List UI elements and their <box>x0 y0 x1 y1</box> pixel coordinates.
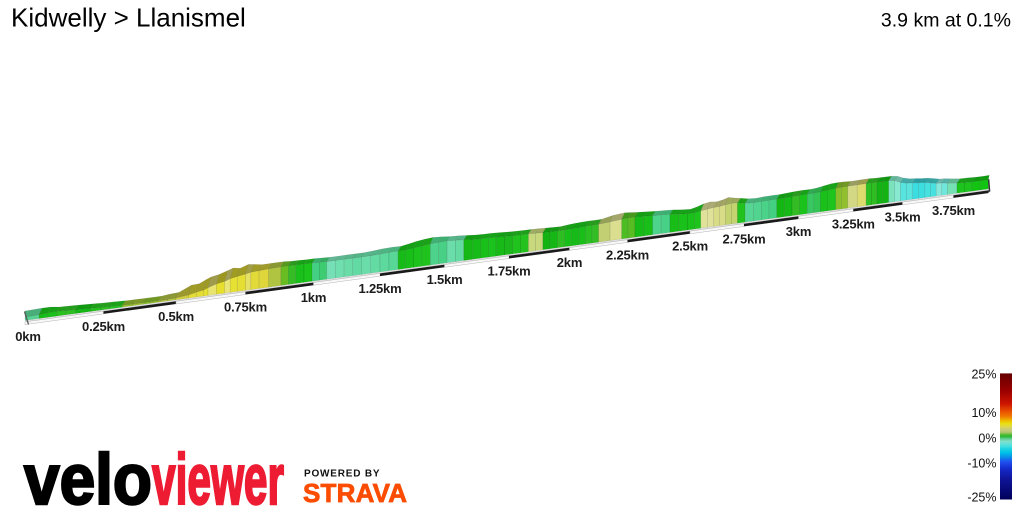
svg-text:3km: 3km <box>786 224 811 239</box>
svg-text:3.5km: 3.5km <box>885 210 921 225</box>
svg-text:3.75km: 3.75km <box>932 203 975 218</box>
svg-text:POWERED BY: POWERED BY <box>304 469 380 480</box>
svg-text:10%: 10% <box>971 406 996 420</box>
svg-text:STRAVA: STRAVA <box>303 478 407 508</box>
svg-text:2.75km: 2.75km <box>723 231 766 246</box>
svg-text:2.25km: 2.25km <box>606 247 649 262</box>
svg-text:viewer: viewer <box>152 441 284 512</box>
svg-text:0.75km: 0.75km <box>224 299 267 314</box>
svg-text:1km: 1km <box>301 290 326 305</box>
svg-text:0km: 0km <box>15 329 40 344</box>
svg-text:0.25km: 0.25km <box>82 319 125 334</box>
svg-text:25%: 25% <box>971 367 996 381</box>
svg-text:0%: 0% <box>978 431 996 445</box>
svg-text:1.25km: 1.25km <box>359 281 402 296</box>
svg-text:Kidwelly > Llanismel: Kidwelly > Llanismel <box>11 3 246 33</box>
svg-text:3.25km: 3.25km <box>832 216 875 231</box>
svg-text:1.75km: 1.75km <box>488 263 531 278</box>
svg-text:2km: 2km <box>557 255 582 270</box>
svg-text:2.5km: 2.5km <box>672 239 708 254</box>
svg-text:-25%: -25% <box>967 491 996 505</box>
svg-text:velo: velo <box>24 441 152 512</box>
svg-text:-10%: -10% <box>967 457 996 471</box>
svg-text:0.5km: 0.5km <box>158 309 194 324</box>
svg-text:3.9 km at 0.1%: 3.9 km at 0.1% <box>881 10 1011 32</box>
svg-text:1.5km: 1.5km <box>427 272 463 287</box>
